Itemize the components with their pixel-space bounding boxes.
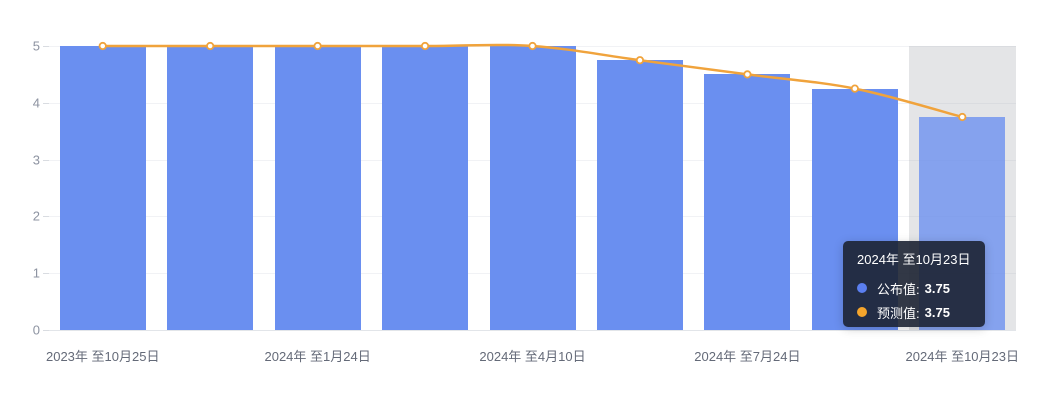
tooltip-row-label: 公布值:: [877, 281, 920, 297]
tooltip-row-forecast: 预测值: 3.75: [857, 300, 971, 324]
y-axis-tick: [43, 273, 49, 275]
y-axis-label: 5: [32, 38, 40, 54]
y-axis-label: 0: [32, 322, 40, 338]
bar-5[interactable]: [489, 46, 576, 330]
bar-3[interactable]: [274, 46, 361, 330]
y-axis-label: 3: [32, 152, 40, 168]
tooltip-row-label: 预测值:: [877, 305, 920, 321]
bar-6[interactable]: [596, 60, 683, 330]
y-axis-tick: [43, 46, 49, 47]
bar-2[interactable]: [167, 46, 254, 330]
x-axis-label: 2024年 至1月24日: [264, 349, 371, 364]
y-axis-label: 2: [32, 208, 40, 224]
y-axis-tick: [43, 330, 49, 331]
x-axis-label: 2024年 至7月24日: [694, 349, 801, 364]
y-axis-tick: [43, 216, 49, 218]
bar-4[interactable]: [382, 46, 469, 330]
tooltip-row-published: 公布值: 3.75: [857, 276, 971, 300]
tooltip-row-value: 3.75: [924, 304, 950, 320]
y-axis-label: 4: [32, 95, 40, 111]
x-axis-line: [49, 330, 1016, 331]
y-axis-tick: [43, 102, 49, 104]
tooltip: 2024年 至10月23日 公布值: 3.75 预测值: 3.75: [843, 241, 985, 327]
x-axis-label: 2023年 至10月25日: [45, 349, 160, 364]
forecast-series-dot-icon: [857, 307, 867, 317]
tooltip-row-value: 3.75: [924, 280, 950, 296]
y-axis-tick: [43, 159, 49, 161]
tooltip-title: 2024年 至10月23日: [857, 252, 971, 267]
bar-7[interactable]: [704, 74, 791, 330]
published-series-dot-icon: [857, 283, 867, 293]
y-axis-label: 1: [32, 265, 40, 281]
x-axis-label: 2024年 至4月10日: [479, 349, 586, 364]
x-axis-label: 2024年 至10月23日: [905, 349, 1019, 364]
bar-1[interactable]: [59, 46, 146, 330]
